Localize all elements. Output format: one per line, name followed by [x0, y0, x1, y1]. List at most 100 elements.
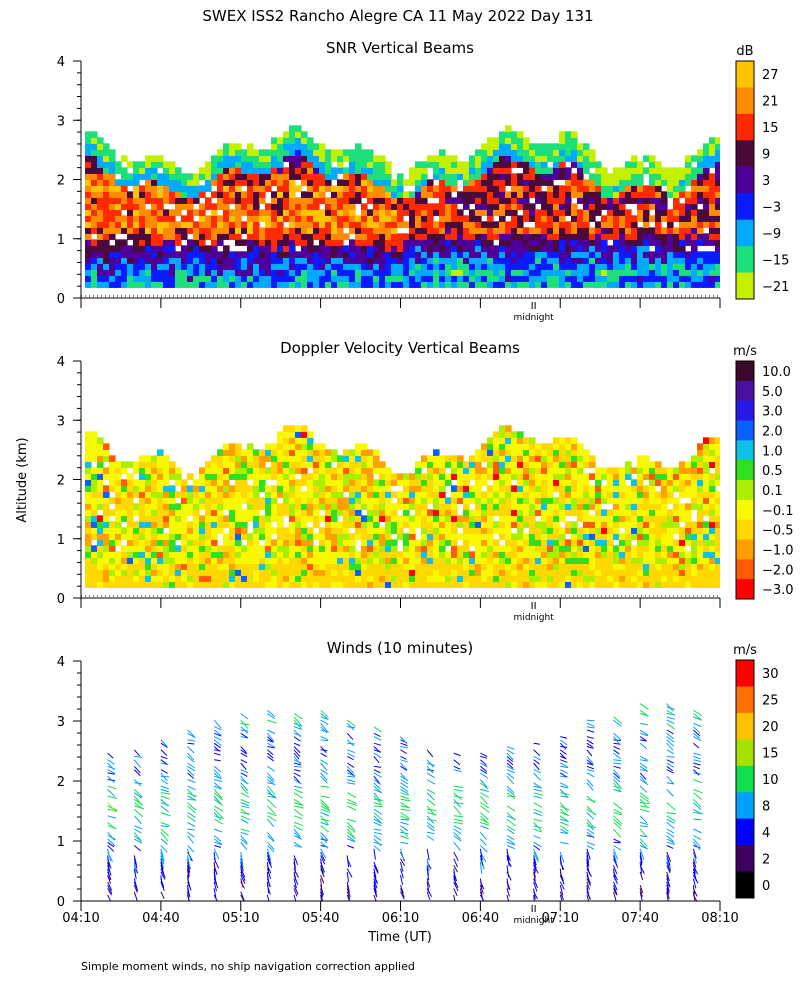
- snr-cell: [655, 161, 662, 168]
- doppler-cell: [265, 485, 272, 492]
- doppler-cell: [337, 473, 344, 480]
- doppler-cell: [583, 449, 590, 456]
- doppler-cell: [475, 515, 482, 522]
- snr-cell: [529, 239, 536, 246]
- snr-cell: [127, 215, 134, 222]
- doppler-cell: [643, 545, 650, 552]
- snr-cell: [673, 227, 680, 234]
- snr-cell: [499, 251, 506, 258]
- doppler-cell: [295, 431, 302, 438]
- doppler-cell: [325, 515, 332, 522]
- snr-cell: [505, 275, 512, 282]
- snr-cell: [265, 203, 272, 210]
- doppler-cell: [427, 479, 434, 486]
- snr-cell: [427, 251, 434, 258]
- doppler-cell: [139, 461, 146, 468]
- doppler-cell: [649, 527, 656, 534]
- doppler-cell: [697, 575, 704, 582]
- y-tick-label: 2: [57, 474, 65, 489]
- doppler-cell: [151, 557, 158, 564]
- y-tick-label: 1: [57, 233, 65, 248]
- doppler-cell: [709, 503, 716, 510]
- snr-cell: [253, 269, 260, 276]
- snr-cell: [637, 173, 644, 180]
- snr-cell: [295, 269, 302, 276]
- doppler-cell: [289, 491, 296, 498]
- wind-barb: [160, 769, 168, 774]
- doppler-cell: [493, 551, 500, 558]
- doppler-cell: [385, 527, 392, 534]
- snr-cell: [697, 197, 704, 204]
- snr-cell: [325, 155, 332, 162]
- snr-cell: [307, 173, 314, 180]
- snr-cell: [421, 209, 428, 216]
- doppler-cell: [223, 443, 230, 450]
- snr-cell: [295, 257, 302, 264]
- doppler-cell: [361, 461, 368, 468]
- doppler-cell: [247, 545, 254, 552]
- snr-cell: [211, 263, 218, 270]
- doppler-cell: [535, 467, 542, 474]
- snr-cell: [505, 203, 512, 210]
- wind-barb: [240, 835, 248, 844]
- doppler-cell: [307, 479, 314, 486]
- doppler-cell: [139, 581, 146, 588]
- snr-cell: [715, 215, 720, 222]
- snr-cell: [187, 239, 194, 246]
- doppler-cell: [433, 545, 440, 552]
- snr-cell: [271, 239, 278, 246]
- doppler-cell: [481, 521, 488, 528]
- snr-cell: [289, 125, 296, 132]
- snr-cell: [109, 227, 116, 234]
- snr-cell: [685, 155, 692, 162]
- snr-cell: [295, 203, 302, 210]
- doppler-cell: [247, 467, 254, 474]
- snr-cell: [673, 185, 680, 192]
- snr-cell: [295, 173, 302, 180]
- doppler-cell: [139, 503, 146, 510]
- snr-cell: [295, 227, 302, 234]
- doppler-cell: [205, 521, 212, 528]
- snr-cell: [697, 161, 704, 168]
- doppler-cell: [367, 491, 374, 498]
- snr-cell: [379, 251, 386, 258]
- snr-cell: [127, 245, 134, 252]
- doppler-cell: [277, 461, 284, 468]
- wind-barb: [240, 838, 248, 845]
- snr-cell: [445, 155, 452, 162]
- snr-cell: [601, 227, 608, 234]
- doppler-cell: [625, 563, 632, 570]
- snr-cell: [139, 227, 146, 234]
- doppler-cell: [103, 497, 110, 504]
- snr-cell: [553, 245, 560, 252]
- snr-cell: [655, 203, 662, 210]
- snr-cell: [133, 263, 140, 270]
- snr-cell: [439, 263, 446, 270]
- doppler-cell: [271, 539, 278, 546]
- snr-cell: [169, 233, 176, 240]
- snr-cell: [361, 227, 368, 234]
- snr-cell: [475, 269, 482, 276]
- snr-cell: [565, 275, 572, 282]
- doppler-cell: [703, 437, 710, 444]
- wind-barb: [187, 765, 195, 772]
- snr-cell: [361, 281, 368, 288]
- snr-cell: [103, 245, 110, 252]
- snr-cell: [289, 281, 296, 288]
- snr-cell: [145, 215, 152, 222]
- doppler-cell: [253, 479, 260, 486]
- snr-cell: [715, 173, 720, 180]
- snr-cell: [553, 149, 560, 156]
- snr-cell: [481, 203, 488, 210]
- doppler-cell: [433, 551, 440, 558]
- wind-barb: [213, 769, 222, 778]
- doppler-cell: [493, 437, 500, 444]
- doppler-cell: [619, 497, 626, 504]
- doppler-cell: [301, 521, 308, 528]
- doppler-cell: [169, 467, 176, 474]
- doppler-cell: [295, 497, 302, 504]
- doppler-cell: [571, 545, 578, 552]
- snr-cell: [181, 203, 188, 210]
- doppler-cell: [541, 551, 548, 558]
- doppler-cell: [337, 467, 344, 474]
